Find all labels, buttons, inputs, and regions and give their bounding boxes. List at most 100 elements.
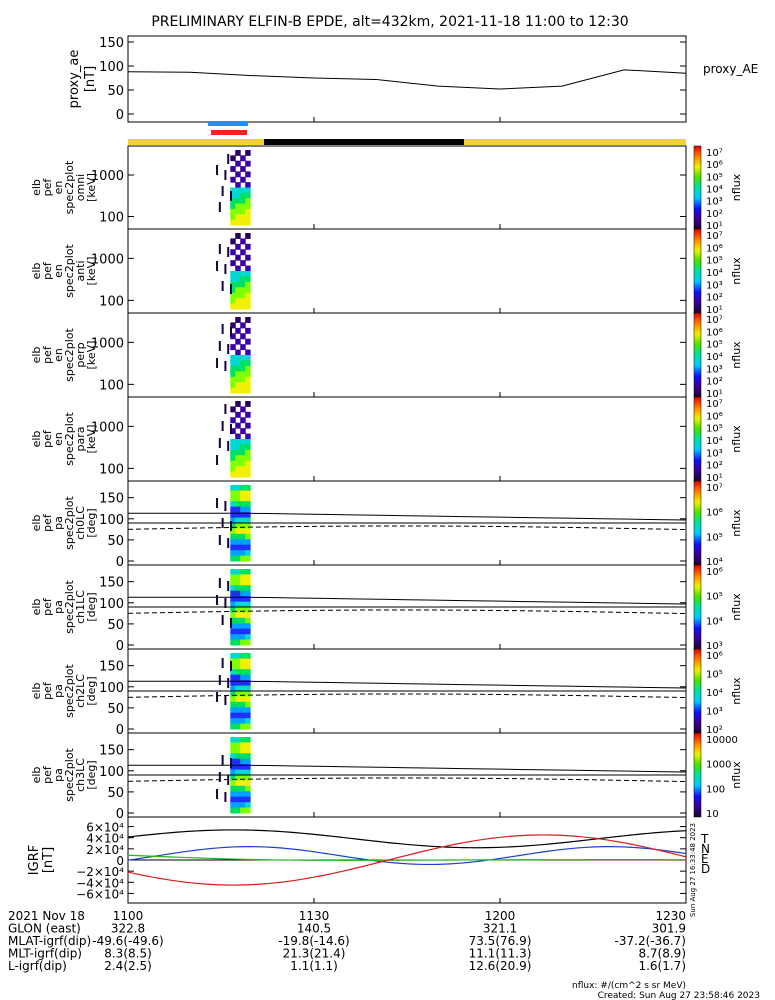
spectrogram-pixel (230, 737, 236, 743)
spectrogram-pixel (235, 769, 241, 776)
antiloss-cone-line (127, 609, 687, 615)
spectrogram-pixel (245, 669, 251, 676)
spectrogram-pixel (245, 455, 251, 462)
spectrogram-pixel (240, 775, 246, 781)
spectrogram-pixel (235, 292, 241, 299)
spectrogram-pixel (245, 590, 251, 597)
spectrogram-pixel (230, 501, 236, 508)
spectrogram-pixel (240, 355, 246, 361)
y-tick-label: 100 (99, 60, 124, 75)
spectrogram-pixel (240, 382, 246, 389)
spectrogram-pixel (235, 303, 241, 310)
spectrogram-pixel (235, 802, 241, 809)
spectrogram-pixel (235, 617, 241, 624)
spectrogram-pixel (230, 796, 236, 803)
spectrogram-pixel (235, 243, 241, 250)
y-axis-label: [deg] (85, 760, 98, 789)
spectrogram-pixel (235, 490, 241, 497)
footer-value: 11.1(11.3) (469, 947, 532, 961)
spectrogram-pixel (245, 612, 251, 619)
colorbar-tick-label: 10⁴ (706, 557, 723, 568)
spectrogram-pixel (235, 623, 241, 630)
spectrogram-pixel (245, 171, 251, 178)
spectrogram-pixel (235, 449, 241, 456)
spectrogram-pixel (235, 349, 241, 356)
footer-value: 2.4(2.5) (104, 959, 152, 973)
y-axis-label: pa (52, 600, 65, 614)
spectrogram-pixel (230, 617, 236, 624)
y-tick-label: 100 (99, 597, 124, 612)
spectrogram-pixel (245, 634, 251, 641)
spectrogram-pixel (235, 365, 241, 372)
spectrogram-pixel (235, 214, 241, 221)
nflux-units-note: nflux: #/(cm^2 s sr MeV) (572, 981, 686, 991)
spectrogram-pixel (245, 276, 251, 283)
colorbar-label: nflux (730, 425, 743, 453)
spectrogram-pixel (240, 539, 246, 546)
spectrogram-pixel (230, 449, 236, 456)
spectrogram-pixel (240, 764, 246, 771)
spectrogram-pixel (240, 639, 246, 646)
spectrogram-pixel (235, 737, 241, 743)
spectrogram-pixel (240, 187, 246, 194)
y-axis-label: elb (30, 515, 43, 532)
spectrogram-pixel (230, 628, 236, 635)
spectrogram-pixel (230, 574, 236, 581)
y-axis-label: ch1LC (74, 590, 87, 624)
y-axis-label: perp (74, 342, 87, 367)
spectrogram-pixel (230, 758, 236, 765)
colorbar-tick-label: 10⁵ (706, 424, 723, 435)
spectrogram-pixel (235, 590, 241, 597)
panel-frame (127, 35, 687, 123)
spectrogram-pixel (240, 685, 246, 692)
y-axis-label: pa (52, 516, 65, 530)
y-axis-label: pef (41, 597, 54, 616)
spectrogram-streak (221, 421, 224, 431)
spectrogram-pixel (240, 747, 246, 754)
spectrogram-pixel (240, 517, 246, 524)
spectrogram-pixel (235, 780, 241, 787)
colorbar-tick-label: 10¹ (706, 221, 723, 232)
colorbar-tick-label: 10 (706, 809, 719, 820)
footer-value: 8.7(8.9) (638, 947, 686, 961)
spectrogram-pixel (240, 406, 246, 413)
spectrogram-streak (229, 424, 232, 434)
spectrogram-pixel (235, 517, 241, 524)
spectrogram-streak (227, 581, 230, 591)
spectrogram-pixel (235, 550, 241, 557)
spectrogram-pixel (235, 653, 241, 659)
spectrogram-pixel (240, 737, 246, 743)
spectrogram-pixel (230, 192, 236, 199)
colorbar (693, 732, 702, 818)
spectrogram-pixel (230, 208, 236, 215)
colorbar (693, 396, 702, 482)
footer-label: 2021 Nov 18 (8, 909, 85, 923)
spectrogram-pixel (230, 607, 236, 613)
spectrogram-pixel (245, 303, 251, 310)
spectrogram-streak (224, 792, 227, 802)
spectrogram-pixel (240, 365, 246, 372)
spectrogram-streak (227, 775, 230, 785)
antiloss-cone-line (127, 525, 687, 531)
spectrogram-pixel (235, 501, 241, 508)
colorbar-tick-label: 10² (706, 377, 723, 388)
y-tick-label: 0 (116, 555, 124, 570)
footer-value: -49.6(-49.6) (92, 934, 163, 948)
spectrogram-pixel (235, 785, 241, 792)
spectrogram-pixel (235, 433, 241, 440)
spectrogram-pixel (235, 338, 241, 345)
panel-frame (127, 396, 687, 482)
y-tick-label: 50 (107, 84, 124, 99)
spectrogram-pixel (240, 796, 246, 803)
y-axis-label: omni (74, 174, 87, 201)
y-axis-label: pef (41, 178, 54, 197)
colorbar-tick-label: 10⁴ (706, 268, 723, 279)
spectrogram-pixel (235, 233, 241, 239)
spectrogram-pixel (240, 723, 246, 730)
spectrogram-pixel (230, 723, 236, 730)
y-tick-label: 4×10⁴ (86, 832, 124, 846)
spectrogram-pixel (245, 501, 251, 508)
spectrogram-pixel (230, 523, 236, 529)
y-tick-label: 100 (99, 294, 124, 309)
spectrogram-pixel (240, 428, 246, 435)
